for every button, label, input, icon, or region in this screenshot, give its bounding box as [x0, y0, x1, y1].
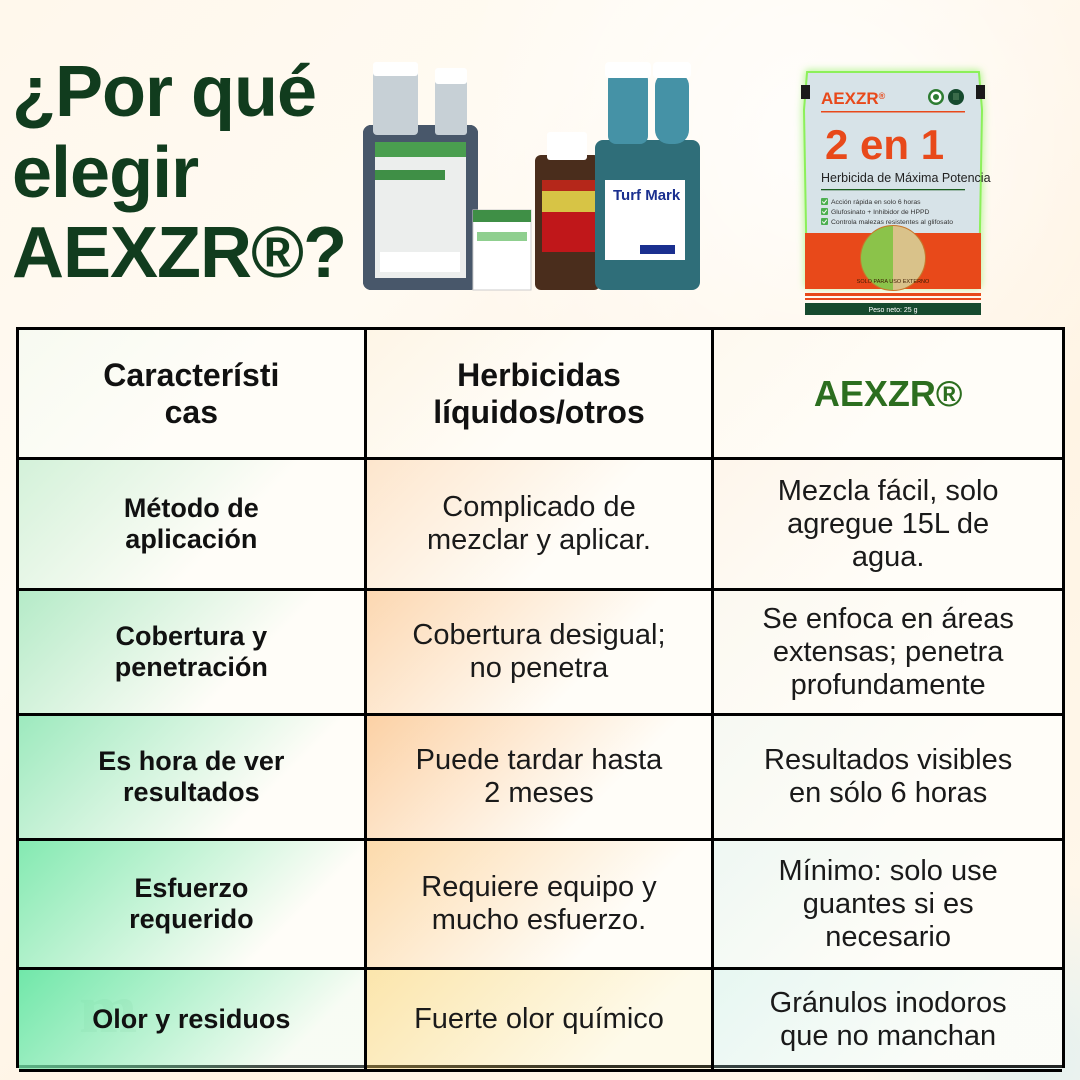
- svg-text:SOLO PARA USO EXTERNO: SOLO PARA USO EXTERNO: [857, 279, 930, 285]
- svg-text:Glufosinato + Inhibidor de HPP: Glufosinato + Inhibidor de HPPD: [831, 209, 930, 216]
- svg-text:Controla malezas resistentes a: Controla malezas resistentes al glifosat…: [831, 219, 953, 226]
- svg-text:Peso neto: 25 g: Peso neto: 25 g: [868, 307, 917, 314]
- svg-text:Acción rápida en solo 6 horas: Acción rápida en solo 6 horas: [831, 199, 921, 206]
- svg-text:2 en 1: 2 en 1: [825, 121, 944, 168]
- svg-text:AEXZR®: AEXZR®: [821, 89, 886, 108]
- svg-text:Turf Mark: Turf Mark: [613, 187, 681, 204]
- svg-text:Herbicida de Máxima Potencia: Herbicida de Máxima Potencia: [821, 171, 991, 185]
